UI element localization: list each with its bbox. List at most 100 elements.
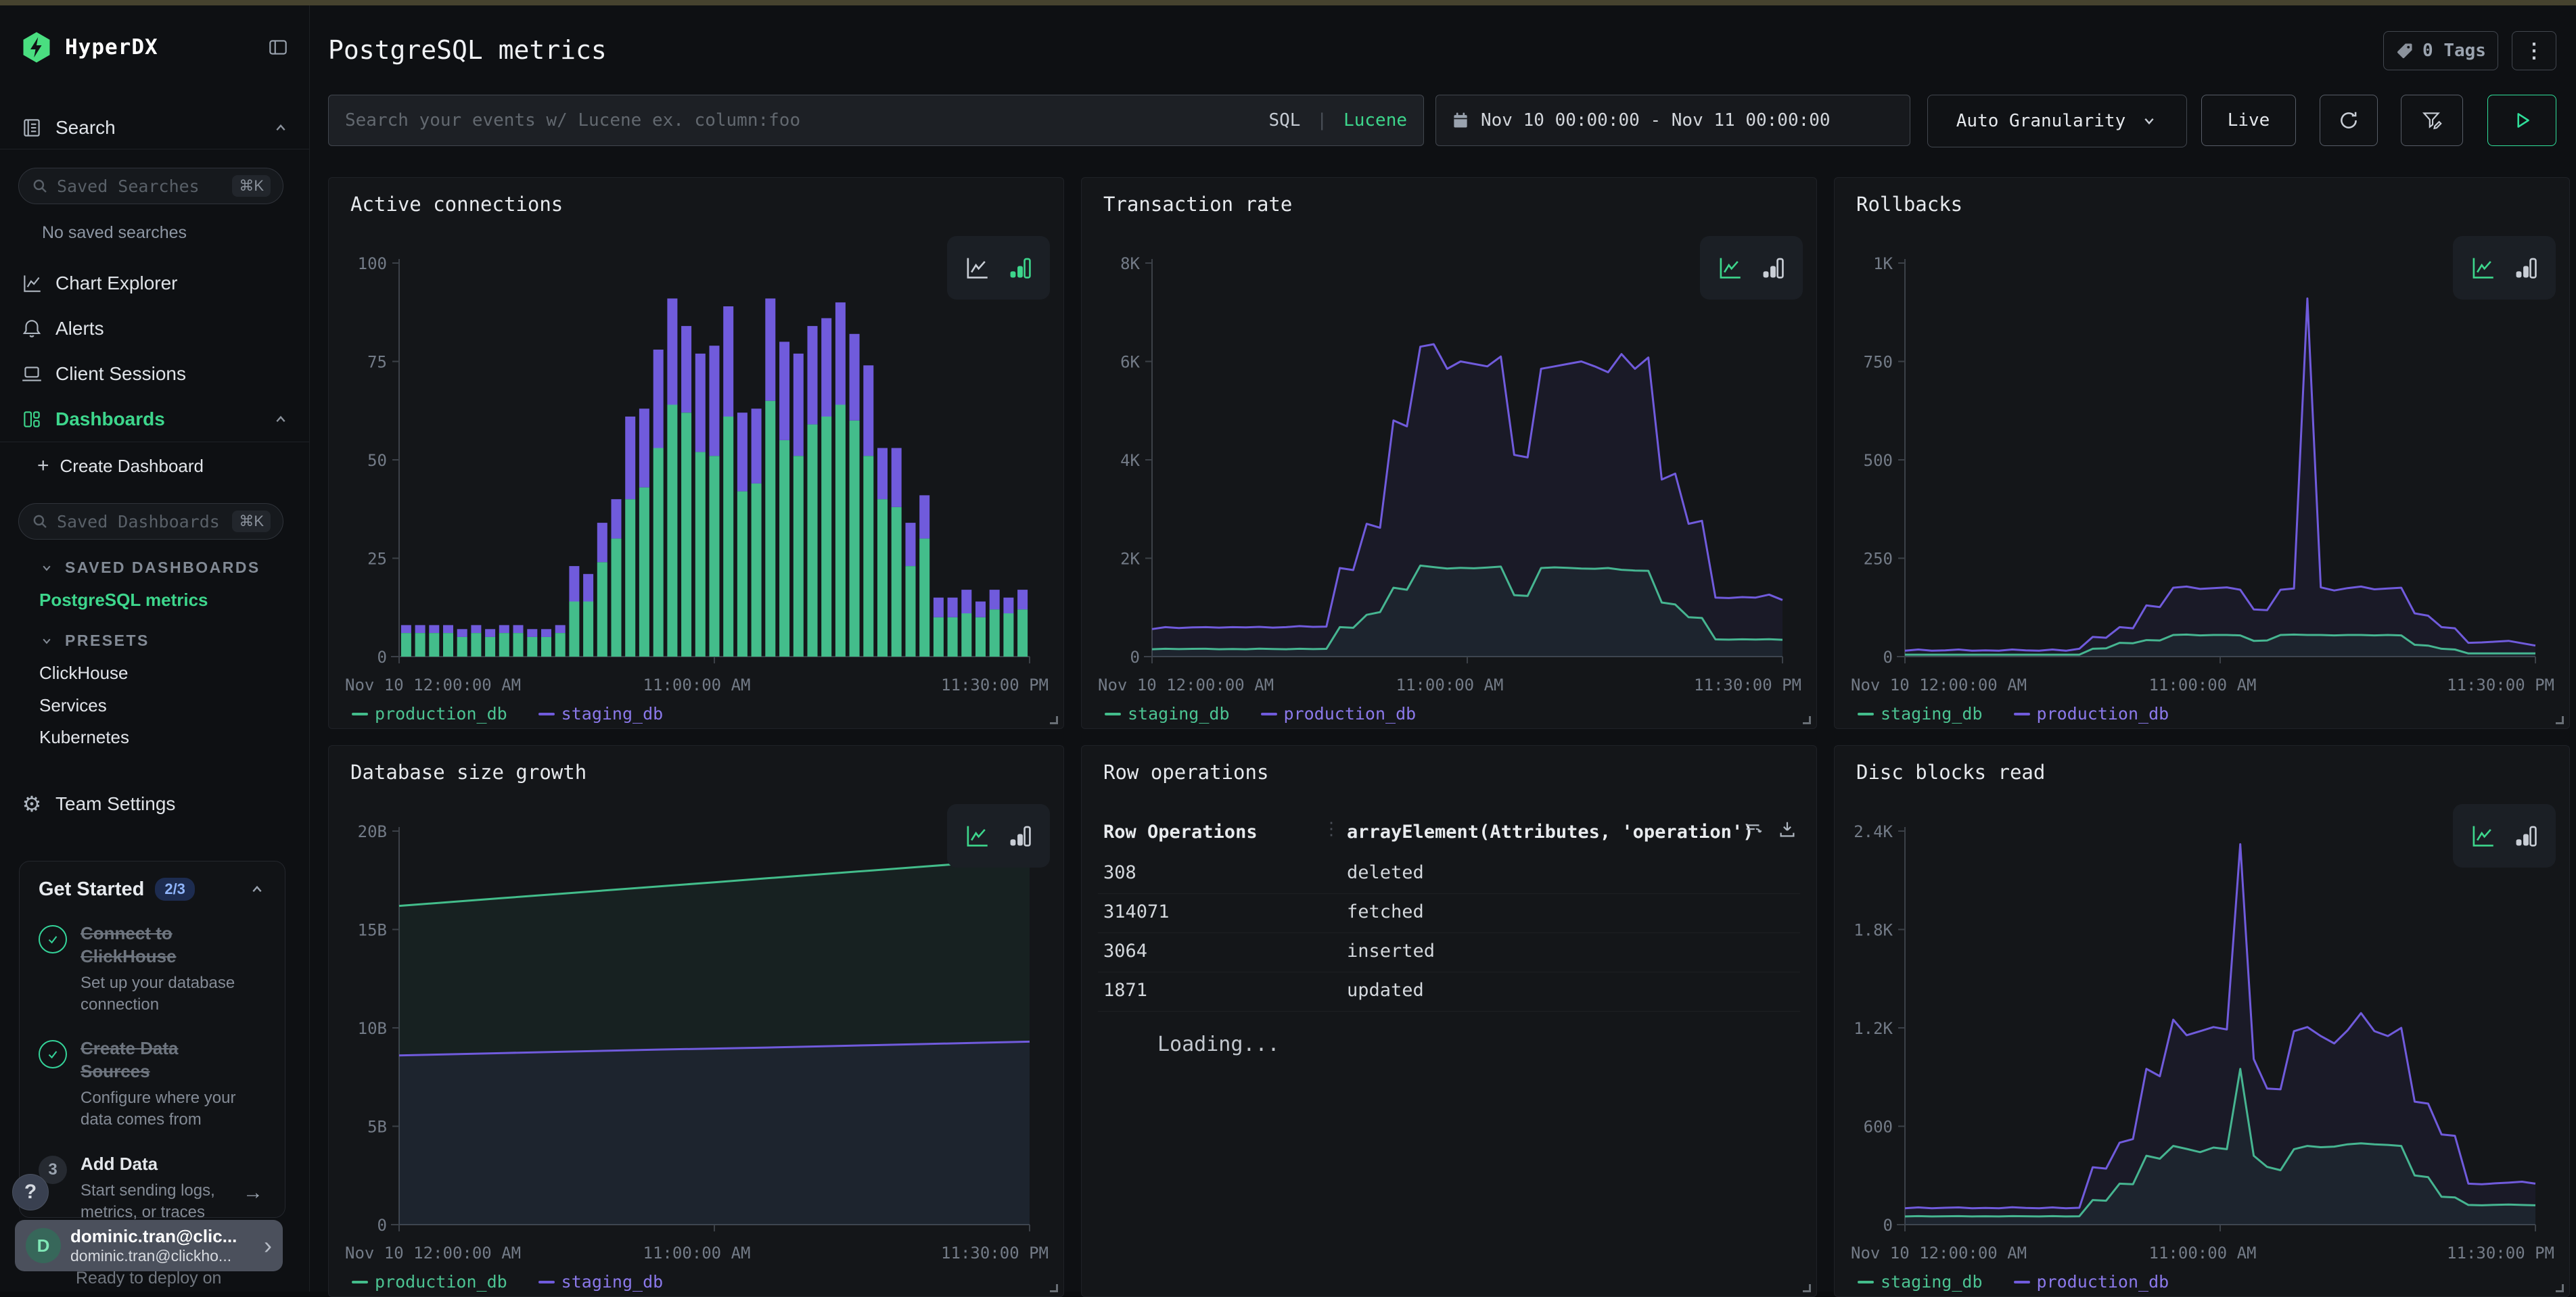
sidebar-item-label: Client Sessions [55,363,186,385]
panel-resize-handle[interactable] [1803,1284,1811,1292]
panel-active-connections: Active connections0255075100Nov 10 12:00… [328,177,1064,729]
chevron-up-icon [272,410,290,428]
bar-chart-icon[interactable] [1006,822,1034,850]
sidebar-item-kubernetes[interactable]: Kubernetes [39,727,129,748]
svg-text:600: 600 [1864,1118,1893,1137]
sidebar-item-team-settings[interactable]: ⚙ Team Settings [0,784,310,824]
sql-mode-toggle[interactable]: SQL [1268,110,1300,131]
sidebar-item-chart-explorer[interactable]: Chart Explorer [0,264,310,303]
bar-chart-icon[interactable] [1006,254,1034,282]
svg-text:0: 0 [1883,648,1893,667]
legend-swatch [538,713,555,715]
legend-item-staging_db[interactable]: staging_db [538,704,664,724]
get-started-step-connect[interactable]: Connect to ClickHouse Set up your databa… [39,922,266,1016]
rollbacks-chart: 02505007501K [1851,243,2554,676]
filter-button[interactable] [2401,95,2463,146]
event-search-input[interactable] [345,110,1258,131]
sidebar: HyperDX Search Saved Searches ⌘K No save… [0,5,310,1292]
panel-resize-handle[interactable] [2556,1284,2564,1292]
shortcut-badge: ⌘K [232,511,271,532]
sidebar-item-postgresql-metrics[interactable]: PostgreSQL metrics [39,590,208,611]
saved-dashboards-group-header[interactable]: SAVED DASHBOARDS [39,559,260,577]
sidebar-item-client-sessions[interactable]: Client Sessions [0,354,310,394]
chevron-up-icon[interactable] [248,880,266,898]
chevron-down-icon [2140,112,2158,130]
line-chart-icon[interactable] [963,254,991,282]
saved-dashboards-input[interactable]: Saved Dashboards ⌘K [18,503,283,540]
bar-chart-icon[interactable] [2512,822,2540,850]
line-chart-icon[interactable] [2468,254,2497,282]
search-logs-icon [20,116,43,139]
legend-label: staging_db [1881,1272,1983,1292]
x-axis-tick-label: 11:30:00 PM [941,676,1049,694]
collapse-sidebar-icon[interactable] [267,36,290,59]
x-axis-tick-label: Nov 10 12:00:00 AM [1098,676,1274,694]
sidebar-item-search[interactable]: Search [0,108,310,147]
sidebar-item-services[interactable]: Services [39,695,107,716]
table-cell-operation: deleted [1347,862,1424,883]
line-chart-icon[interactable] [963,822,991,850]
step-title: Create Data Sources [80,1038,179,1081]
sidebar-item-alerts[interactable]: Alerts [0,309,310,348]
legend-item-production_db[interactable]: production_db [352,1272,507,1292]
panel-resize-handle[interactable] [1050,716,1058,724]
lucene-mode-toggle[interactable]: Lucene [1343,110,1407,131]
line-chart-icon[interactable] [1716,254,1744,282]
svg-text:500: 500 [1864,451,1893,470]
presets-group-header[interactable]: PRESETS [39,632,150,650]
get-started-step-sources[interactable]: Create Data Sources Configure where your… [39,1037,266,1131]
sidebar-item-clickhouse[interactable]: ClickHouse [39,663,129,684]
table-header-group[interactable]: arrayElement(Attributes, 'operation') [1347,822,1753,843]
line-chart-icon[interactable] [2468,822,2497,850]
x-axis-labels: Nov 10 12:00:00 AM11:00:00 AM11:30:00 PM [345,676,1049,696]
panel-resize-handle[interactable] [1050,1284,1058,1292]
bar-chart-icon[interactable] [2512,254,2540,282]
sidebar-item-dashboards[interactable]: Dashboards [0,400,310,439]
legend-item-staging_db[interactable]: staging_db [1858,1272,1983,1292]
bar-chart-icon[interactable] [1759,254,1787,282]
svg-text:4K: 4K [1120,451,1140,470]
mode-divider: | [1316,110,1327,131]
group-label: SAVED DASHBOARDS [65,559,260,577]
calendar-icon [1451,111,1470,130]
granularity-select[interactable]: Auto Granularity [1927,95,2187,147]
saved-searches-input[interactable]: Saved Searches ⌘K [18,168,283,204]
panel-title: Disc blocks read [1856,761,2045,784]
panel-resize-handle[interactable] [2556,716,2564,724]
svg-text:750: 750 [1864,353,1893,372]
tags-button[interactable]: 0 Tags [2383,31,2498,70]
get-started-step-add-data[interactable]: 3 Add Data Start sending logs, metrics, … [39,1153,266,1224]
refresh-button[interactable] [2320,95,2378,146]
create-dashboard-button[interactable]: + Create Dashboard [37,454,204,477]
chart-view-toggle [2453,236,2556,300]
chart-view-toggle [1700,236,1803,300]
legend-item-staging_db[interactable]: staging_db [1858,704,1983,724]
play-icon [2510,109,2533,132]
help-button[interactable]: ? [12,1174,49,1210]
panel-title: Transaction rate [1103,193,1292,216]
legend-item-staging_db[interactable]: staging_db [1105,704,1230,724]
download-icon[interactable] [1777,819,1797,839]
run-query-button[interactable] [2487,95,2556,146]
step-subtitle: Set up your database connection [80,972,250,1016]
sort-lines-icon[interactable] [1743,819,1764,839]
legend-item-production_db[interactable]: production_db [352,704,507,724]
date-range-picker[interactable]: Nov 10 00:00:00 - Nov 11 00:00:00 [1435,95,1910,146]
table-header-metric[interactable]: Row Operations [1103,822,1258,843]
legend-swatch [2014,1281,2030,1283]
chart-legend: staging_db production_db [1858,704,2169,724]
more-options-button[interactable]: ⋮ [2512,31,2556,70]
panel-title: Active connections [350,193,563,216]
panel-resize-handle[interactable] [1803,716,1811,724]
promo-text: Ready to deploy on [76,1269,221,1288]
user-menu[interactable]: D dominic.tran@clic... dominic.tran@clic… [15,1220,283,1271]
panel-row-operations: Row operationsRow Operations⋮arrayElemen… [1081,745,1817,1297]
row-divider [1098,1011,1800,1012]
sidebar-item-label: Search [55,117,116,139]
legend-item-production_db[interactable]: production_db [1261,704,1417,724]
x-axis-tick-label: Nov 10 12:00:00 AM [1851,676,2027,694]
legend-item-production_db[interactable]: production_db [2014,704,2169,724]
legend-item-production_db[interactable]: production_db [2014,1272,2169,1292]
live-button[interactable]: Live [2201,95,2296,146]
legend-item-staging_db[interactable]: staging_db [538,1272,664,1292]
